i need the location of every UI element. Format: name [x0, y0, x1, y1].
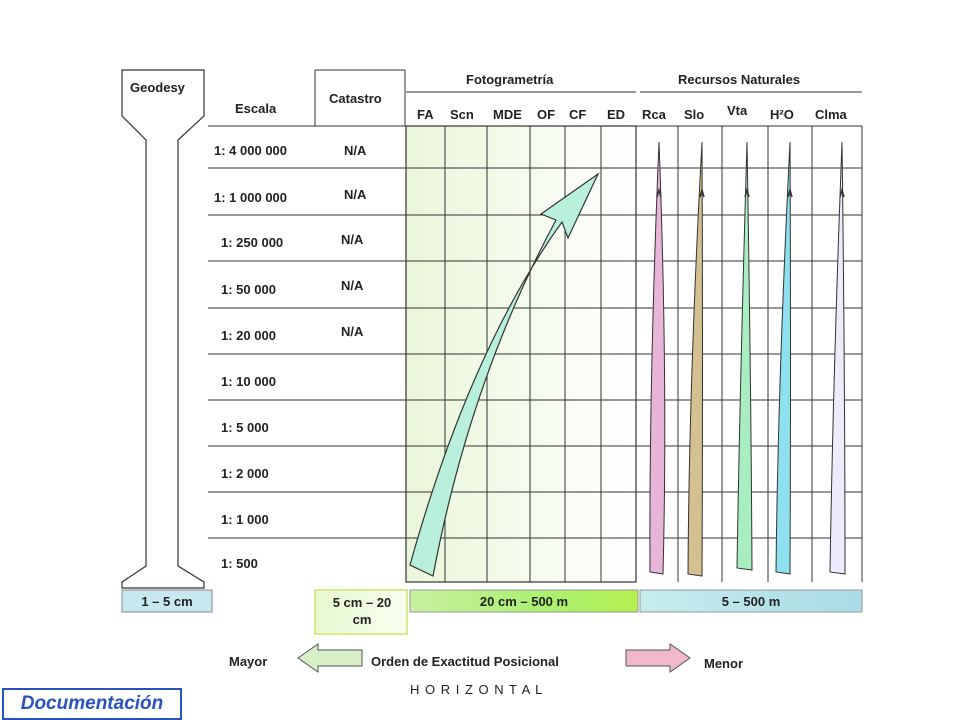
rec-col-h2o: H²O	[770, 107, 794, 122]
recursos-arrows	[649, 141, 846, 577]
catastro-header: Catastro	[329, 91, 382, 106]
scale-label: 1: 50 000	[221, 282, 276, 297]
rec-col-rca: Rca	[642, 107, 666, 122]
geodesy-column	[121, 69, 205, 589]
recursos-bar	[639, 589, 863, 613]
recursos-header: Recursos Naturales	[678, 72, 801, 87]
catastro-value: N/A	[341, 324, 364, 339]
scale-label: 1: 1 000 000	[214, 190, 288, 205]
foto-col-mde: MDE	[493, 107, 522, 122]
scale-label: 1: 4 000 000	[214, 143, 288, 158]
rec-col-vta: Vta	[727, 103, 748, 118]
scale-label: 1: 1 000	[221, 512, 269, 527]
geodesy-accuracy: 1 – 5 cm	[141, 593, 193, 609]
legend-horizontal: H O R I Z O N T A L	[410, 682, 544, 697]
foto-col-ed: ED	[607, 107, 626, 122]
recursos-accuracy: 5 – 500 m	[721, 593, 781, 609]
rec-col-slo: Slo	[684, 107, 705, 122]
scale-label: 1: 500	[221, 556, 258, 571]
foto-col-fa: FA	[417, 107, 434, 122]
geodesy-header: Geodesy	[130, 80, 185, 95]
escala-header: Escala	[235, 101, 277, 116]
scale-label: 1: 250 000	[221, 235, 284, 250]
fotogrametria-header: Fotogrametría	[466, 72, 554, 87]
geodesy-bar	[121, 589, 213, 613]
h2o-arrow	[775, 141, 791, 575]
catastro-value: N/A	[344, 143, 367, 158]
arrow-tick-marks	[656, 187, 845, 198]
vta-arrow	[736, 141, 753, 571]
foto-bar	[409, 589, 639, 613]
legend-orden: Orden de Exactitud Posicional	[371, 654, 559, 669]
fotogrametria-box	[405, 125, 637, 583]
foto-col-of: OF	[537, 107, 556, 122]
slo-arrow	[687, 141, 703, 577]
clma-arrow	[829, 141, 846, 575]
catastro-bar	[314, 589, 408, 635]
rec-col-clma: Clma	[815, 107, 847, 122]
legend-menor: Menor	[704, 656, 743, 671]
documentacion-badge: Documentación	[2, 688, 182, 720]
catastro-value: N/A	[344, 187, 367, 202]
foto-col-cf: CF	[569, 107, 587, 122]
foto-accuracy: 20 cm – 500 m	[479, 593, 569, 609]
scale-label: 1: 10 000	[221, 374, 276, 389]
scale-label: 1: 20 000	[221, 328, 276, 343]
mayor-arrow-icon	[297, 643, 363, 673]
foto-col-scn: Scn	[450, 107, 474, 122]
menor-arrow-icon	[625, 643, 691, 673]
fotogrametria-arrow	[409, 172, 600, 577]
catastro-accuracy: 5 cm – 20 cm	[332, 595, 392, 627]
rca-arrow	[649, 141, 666, 575]
legend-mayor: Mayor	[229, 654, 268, 669]
scale-label: 1: 2 000	[221, 466, 269, 481]
catastro-value: N/A	[341, 232, 364, 247]
catastro-value: N/A	[341, 278, 364, 293]
scale-label: 1: 5 000	[221, 420, 269, 435]
